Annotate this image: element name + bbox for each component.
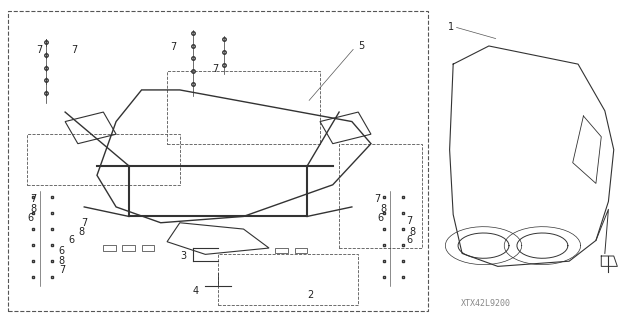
Text: 7: 7 — [59, 265, 65, 275]
Text: 3: 3 — [180, 251, 186, 261]
Text: 2: 2 — [307, 291, 314, 300]
Bar — [141, 245, 154, 251]
Text: 6: 6 — [378, 213, 383, 223]
Text: 7: 7 — [374, 194, 380, 204]
Bar — [275, 248, 288, 253]
Bar — [294, 248, 307, 253]
Text: 6: 6 — [59, 246, 65, 256]
Text: 7: 7 — [36, 45, 43, 56]
Text: 6: 6 — [68, 235, 74, 245]
Text: 7: 7 — [30, 194, 36, 204]
Text: 8: 8 — [30, 204, 36, 213]
Text: 8: 8 — [381, 204, 387, 213]
Text: XTX42L9200: XTX42L9200 — [461, 299, 511, 308]
Text: 6: 6 — [406, 235, 412, 245]
Text: 8: 8 — [78, 227, 84, 237]
Text: 7: 7 — [72, 45, 78, 56]
Text: 7: 7 — [81, 218, 87, 228]
Text: 6: 6 — [27, 213, 33, 223]
Text: 5: 5 — [358, 41, 365, 51]
Text: 7: 7 — [170, 42, 177, 52]
Bar — [122, 245, 135, 251]
Text: 7: 7 — [406, 216, 412, 226]
Text: 7: 7 — [212, 64, 218, 74]
Text: 4: 4 — [193, 286, 199, 296]
Text: 1: 1 — [447, 22, 454, 32]
Text: 8: 8 — [410, 227, 415, 237]
Bar — [103, 245, 116, 251]
Text: 8: 8 — [59, 256, 65, 266]
